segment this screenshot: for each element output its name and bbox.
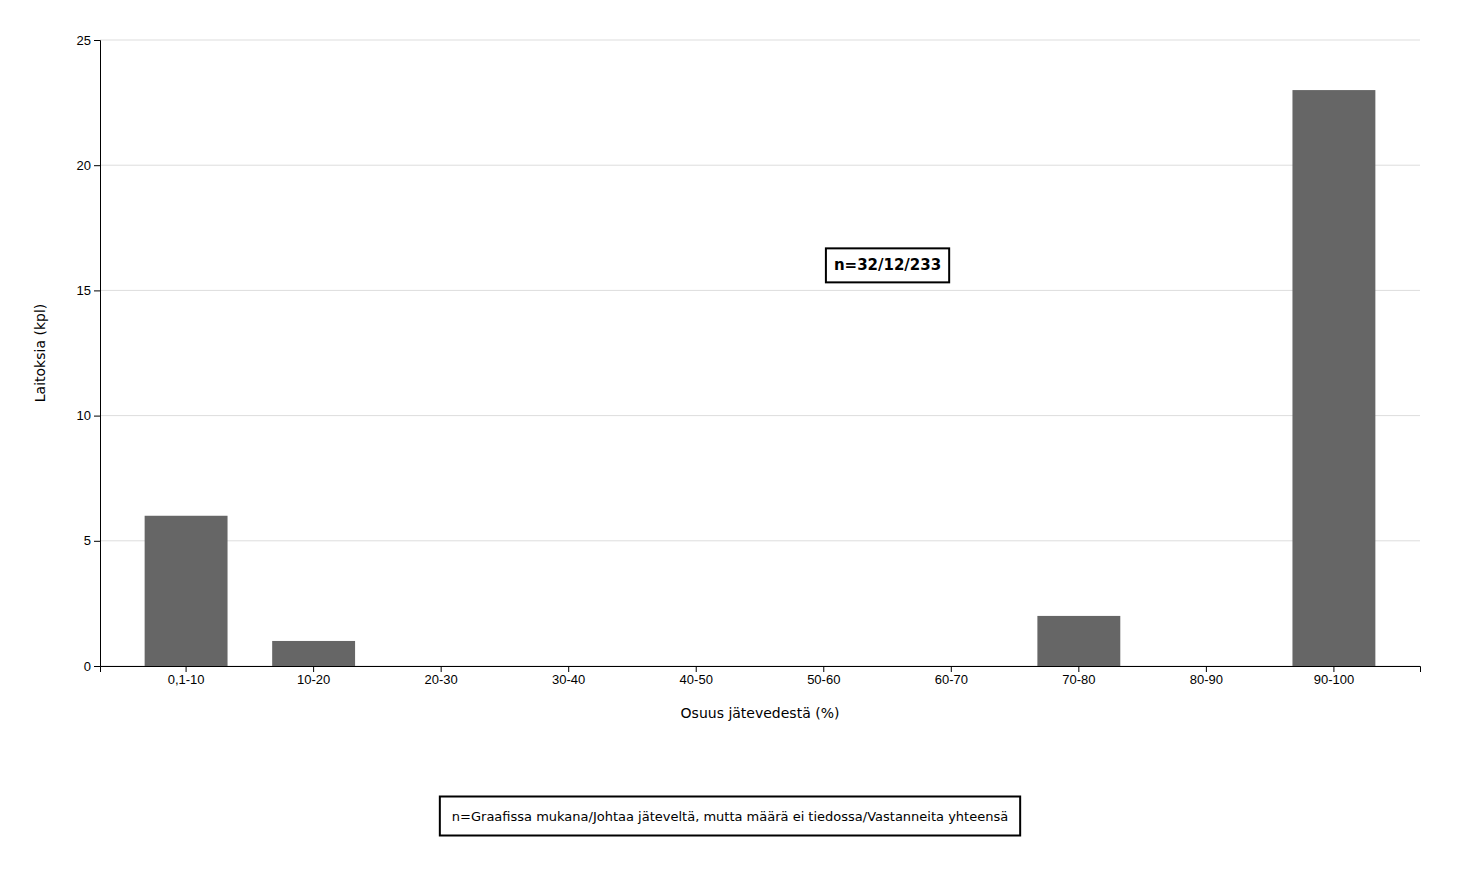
grid-line xyxy=(100,40,1420,41)
x-axis-title: Osuus jätevedestä (%) xyxy=(681,705,840,721)
y-tick-mark xyxy=(94,666,100,667)
grid-line xyxy=(100,415,1420,416)
grid xyxy=(100,40,1420,666)
annotation-box xyxy=(826,248,949,282)
y-axis-line xyxy=(94,41,101,667)
bar xyxy=(655,666,738,667)
y-tick-label: 15 xyxy=(77,283,91,298)
y-tick-mark xyxy=(94,165,100,166)
grid-line xyxy=(100,540,1420,541)
x-tick-mark xyxy=(568,666,569,672)
x-tick-mark xyxy=(313,666,314,672)
y-tick: 15 xyxy=(77,283,100,298)
y-tick: 25 xyxy=(77,33,100,48)
x-tick: 30-40 xyxy=(552,666,585,687)
x-tick-label: 0,1-10 xyxy=(168,672,205,687)
bar xyxy=(1165,666,1248,667)
y-tick-label: 20 xyxy=(77,158,91,173)
grid-line xyxy=(100,165,1420,166)
plot: 0 5 10 15 20 25 0,1-10 10-20 20-30 30-40 40-50 50-6… xyxy=(32,33,1421,721)
y-tick-mark xyxy=(94,40,100,41)
x-tick: 90-100 xyxy=(1314,666,1354,687)
x-tick-label: 40-50 xyxy=(680,672,713,687)
chart: 0 5 10 15 20 25 0,1-10 10-20 20-30 30-40 40-50 50-6… xyxy=(0,0,1460,886)
footnote-box xyxy=(440,797,1020,836)
x-tick-mark xyxy=(1333,666,1334,672)
x-tick: 50-60 xyxy=(807,666,840,687)
footnote: n=Graafissa mukana/Johtaa jäteveltä, mut… xyxy=(440,797,1020,836)
y-tick-label: 25 xyxy=(77,33,91,48)
x-tick: 20-30 xyxy=(425,666,458,687)
x-tick: 70-80 xyxy=(1062,666,1095,687)
x-tick: 10-20 xyxy=(297,666,330,687)
bar xyxy=(400,666,483,667)
bar xyxy=(1037,616,1120,666)
y-axis-title: Laitoksia (kpl) xyxy=(32,304,48,402)
y-tick-label: 10 xyxy=(77,408,91,423)
bar xyxy=(527,666,610,667)
x-tick: 60-70 xyxy=(935,666,968,687)
bar xyxy=(1292,90,1375,666)
y-tick-mark xyxy=(94,290,100,291)
y-tick-mark xyxy=(94,416,100,417)
bar xyxy=(910,666,993,667)
x-tick-label: 80-90 xyxy=(1190,672,1223,687)
x-tick-mark xyxy=(1078,666,1079,672)
x-tick-mark xyxy=(823,666,824,672)
x-tick-mark xyxy=(441,666,442,672)
y-axis: 0 5 10 15 20 25 xyxy=(77,33,101,674)
x-axis: 0,1-10 10-20 20-30 30-40 40-50 50-60 60-70 70-8… xyxy=(101,666,1421,687)
y-tick-mark xyxy=(94,541,100,542)
x-tick-label: 10-20 xyxy=(297,672,330,687)
x-tick: 0,1-10 xyxy=(168,666,205,687)
y-tick: 5 xyxy=(84,533,100,548)
x-tick-label: 70-80 xyxy=(1062,672,1095,687)
grid-line xyxy=(100,290,1420,291)
x-tick-mark xyxy=(696,666,697,672)
y-tick: 0 xyxy=(84,659,100,674)
x-tick-mark xyxy=(1206,666,1207,672)
annotation: n=32/12/233 xyxy=(826,248,949,282)
x-tick-mark xyxy=(951,666,952,672)
bars xyxy=(145,90,1376,666)
y-tick-label: 0 xyxy=(84,659,91,674)
bar xyxy=(272,641,355,666)
annotation-text: n=32/12/233 xyxy=(834,256,941,274)
x-tick: 80-90 xyxy=(1190,666,1223,687)
footnote-text: n=Graafissa mukana/Johtaa jäteveltä, mut… xyxy=(452,809,1008,824)
x-tick-label: 90-100 xyxy=(1314,672,1354,687)
bar xyxy=(782,666,865,667)
x-tick: 40-50 xyxy=(680,666,713,687)
x-axis-line xyxy=(101,667,1421,673)
y-tick-label: 5 xyxy=(84,533,91,548)
bar xyxy=(145,516,228,666)
x-tick-label: 50-60 xyxy=(807,672,840,687)
x-tick-label: 60-70 xyxy=(935,672,968,687)
y-tick: 20 xyxy=(77,158,100,173)
x-tick-label: 30-40 xyxy=(552,672,585,687)
x-tick-label: 20-30 xyxy=(425,672,458,687)
x-tick-mark xyxy=(186,666,187,672)
y-tick: 10 xyxy=(77,408,100,423)
